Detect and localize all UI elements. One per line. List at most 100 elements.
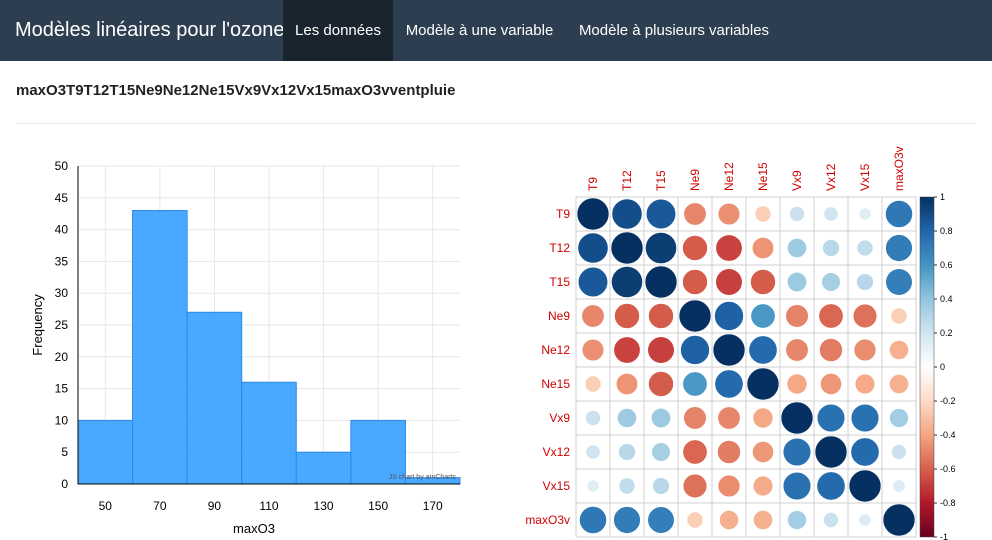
correlation-circle bbox=[719, 510, 739, 530]
histogram-chart: 0 5 10 15 20 25 30 35 40 45 50 50 70 90 110 130 150 170 ma… bbox=[30, 159, 461, 536]
correlation-circle bbox=[780, 401, 814, 435]
column-label: Vx9 bbox=[790, 170, 804, 191]
row-label: T12 bbox=[549, 241, 570, 255]
correlation-circle bbox=[586, 479, 600, 493]
tab-les-donnees[interactable]: Les données bbox=[283, 0, 393, 61]
correlation-circle bbox=[613, 336, 641, 364]
correlation-circle bbox=[715, 268, 743, 296]
histogram-bar bbox=[350, 419, 406, 485]
correlation-circle bbox=[618, 443, 636, 461]
correlation-circle bbox=[644, 265, 678, 299]
colorbar-tick-label: -0.4 bbox=[940, 430, 956, 440]
correlation-circle bbox=[890, 307, 908, 325]
correlation-circle bbox=[885, 268, 913, 296]
correlation-circle bbox=[754, 205, 772, 223]
correlation-circle bbox=[789, 206, 805, 222]
correlation-circle bbox=[850, 437, 880, 467]
correlation-circle bbox=[714, 369, 744, 399]
correlation-circle bbox=[787, 238, 807, 258]
row-label: maxO3v bbox=[525, 513, 570, 527]
correlation-circle bbox=[746, 367, 780, 401]
y-axis-label: Frequency bbox=[30, 294, 45, 356]
correlation-circle bbox=[820, 373, 842, 395]
correlation-circle bbox=[885, 234, 913, 262]
correlation-circle bbox=[786, 373, 808, 395]
colorbar-tick-label: -0.8 bbox=[940, 498, 956, 508]
correlation-circle bbox=[819, 338, 843, 362]
correlation-circle bbox=[889, 408, 909, 428]
correlation-circle bbox=[683, 202, 707, 226]
row-label: Ne15 bbox=[541, 377, 570, 391]
colorbar-tick-label: 0.6 bbox=[940, 260, 953, 270]
correlation-circle bbox=[647, 336, 675, 364]
correlation-circle bbox=[651, 442, 671, 462]
correlation-circle bbox=[717, 440, 741, 464]
correlation-circle bbox=[682, 235, 708, 261]
correlation-circle bbox=[821, 272, 841, 292]
correlation-circle bbox=[650, 407, 672, 429]
correlation-circle bbox=[818, 303, 844, 329]
x-tick-label: 110 bbox=[259, 499, 278, 513]
correlation-circle bbox=[645, 198, 677, 230]
column-label: Ne9 bbox=[688, 169, 702, 191]
tab-modele-une-variable[interactable]: Modèle à une variable bbox=[405, 22, 554, 39]
colorbar-tick-label: -1 bbox=[940, 532, 948, 540]
correlation-circle bbox=[717, 406, 741, 430]
histogram-bar bbox=[186, 311, 243, 485]
colorbar-tick-label: 0 bbox=[940, 362, 945, 372]
row-label: Ne9 bbox=[548, 309, 570, 323]
colorbar-tick-label: -0.2 bbox=[940, 396, 956, 406]
correlation-circle bbox=[856, 273, 874, 291]
correlation-circle bbox=[786, 271, 808, 293]
correlation-circle bbox=[576, 197, 610, 231]
app-brand[interactable]: Modèles linéaires pour l'ozone bbox=[15, 19, 285, 41]
correlation-circle bbox=[648, 303, 674, 329]
correlation-circle bbox=[852, 303, 878, 329]
x-axis-label: maxO3 bbox=[233, 521, 275, 536]
x-tick-label: 130 bbox=[314, 499, 334, 513]
correlation-circle bbox=[678, 299, 712, 333]
correlation-circle bbox=[613, 506, 641, 534]
correlation-circle bbox=[752, 407, 774, 429]
correlation-circle bbox=[652, 477, 670, 495]
histogram-bar bbox=[132, 210, 188, 485]
correlation-circle bbox=[585, 410, 601, 426]
correlation-circle bbox=[848, 469, 882, 503]
x-tick-label: 70 bbox=[153, 499, 167, 513]
row-label: Vx9 bbox=[549, 411, 570, 425]
row-label: T9 bbox=[556, 207, 570, 221]
correlation-circle bbox=[785, 338, 809, 362]
correlation-circle bbox=[856, 239, 874, 257]
correlation-circle bbox=[648, 371, 674, 397]
correlation-circle bbox=[748, 335, 778, 365]
correlation-circle bbox=[782, 471, 812, 501]
histogram-bar bbox=[241, 381, 297, 485]
correlation-circle bbox=[577, 266, 609, 298]
tab-modele-plusieurs-variables[interactable]: Modèle à plusieurs variables bbox=[578, 22, 770, 39]
correlation-circle bbox=[785, 304, 809, 328]
navbar: Modèles linéaires pour l'ozone Les donné… bbox=[0, 0, 992, 61]
correlation-circle bbox=[686, 511, 704, 529]
correlation-circle bbox=[617, 408, 637, 428]
correlation-circle bbox=[615, 372, 639, 396]
correlation-circle bbox=[611, 198, 643, 230]
correlation-circle bbox=[647, 506, 675, 534]
row-label: Vx15 bbox=[543, 479, 571, 493]
column-label: T12 bbox=[620, 170, 634, 191]
column-label: Vx12 bbox=[824, 163, 838, 191]
correlation-circle bbox=[891, 444, 907, 460]
correlation-circle bbox=[717, 202, 741, 226]
colorbar-tick-label: 0.4 bbox=[940, 294, 953, 304]
column-label: T9 bbox=[586, 177, 600, 191]
correlation-circle bbox=[585, 444, 601, 460]
correlation-circle bbox=[682, 439, 708, 465]
correlation-circle bbox=[750, 303, 776, 329]
correlation-circle bbox=[854, 373, 876, 395]
colorbar-tick-label: 0.8 bbox=[940, 226, 953, 236]
correlation-circle bbox=[882, 503, 916, 537]
colorbar-tick-label: -0.6 bbox=[940, 464, 956, 474]
x-tick-label: 170 bbox=[423, 499, 443, 513]
correlation-circle bbox=[682, 371, 708, 397]
x-tick-label: 50 bbox=[99, 499, 113, 513]
correlation-circle bbox=[581, 304, 605, 328]
